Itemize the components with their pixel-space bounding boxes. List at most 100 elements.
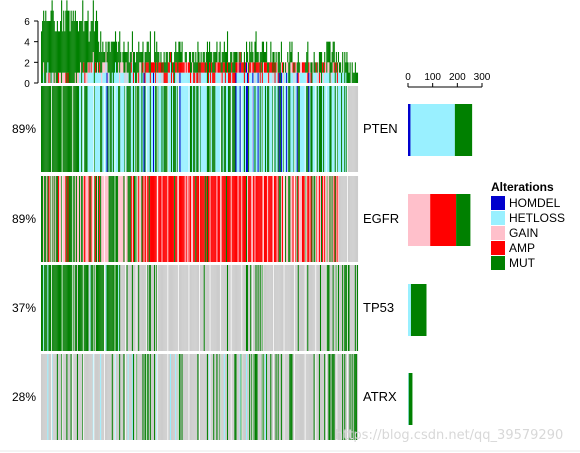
cell-mut xyxy=(81,265,83,351)
cell-none xyxy=(125,354,127,440)
cell-amp xyxy=(203,176,205,262)
cell-none xyxy=(213,265,215,351)
cell-mut xyxy=(111,354,113,440)
cell-amp xyxy=(145,176,147,262)
cell-hetloss xyxy=(150,86,152,172)
cell-gain xyxy=(122,176,124,262)
top-bar-segment xyxy=(191,62,193,73)
cell-none xyxy=(282,354,285,440)
cell-gain xyxy=(49,176,51,262)
cell-amp xyxy=(256,176,258,262)
top-bar-segment xyxy=(192,62,194,73)
top-bar-segment xyxy=(250,72,252,83)
top-bar-segment xyxy=(156,41,158,63)
top-bar-segment xyxy=(229,72,231,83)
top-bar-segment xyxy=(87,10,89,63)
cell-mut xyxy=(73,86,75,172)
top-bar-segment xyxy=(105,62,107,83)
top-bar-segment xyxy=(197,72,199,83)
cell-none xyxy=(293,354,295,440)
cell-amp xyxy=(212,176,214,262)
cell-gain xyxy=(319,176,322,262)
cell-amp xyxy=(164,176,166,262)
top-bar-segment xyxy=(46,72,48,83)
top-bar-segment xyxy=(198,72,200,83)
cell-mut xyxy=(112,176,114,262)
legend-label-hetloss: HETLOSS xyxy=(509,211,565,225)
cell-mut xyxy=(116,265,118,351)
top-bar-segment xyxy=(292,62,294,73)
cell-hetloss xyxy=(205,86,207,172)
cell-gain xyxy=(262,176,265,262)
cell-mut xyxy=(181,354,183,440)
cell-none xyxy=(337,354,340,440)
cell-none xyxy=(308,354,310,440)
cell-mut xyxy=(290,354,292,440)
cell-mut xyxy=(223,86,225,172)
top-bar-segment xyxy=(313,52,315,73)
cell-mut xyxy=(85,86,87,172)
top-bar-segment xyxy=(263,52,266,63)
cell-none xyxy=(221,265,223,351)
top-bar-segment xyxy=(260,72,262,83)
cell-none xyxy=(158,265,160,351)
top-bar-segment xyxy=(310,72,312,83)
cell-mut xyxy=(226,354,229,440)
cell-none xyxy=(218,265,220,351)
cell-amp xyxy=(65,176,67,262)
top-bar-segment xyxy=(284,72,286,83)
cell-hetloss xyxy=(317,86,319,172)
cell-none xyxy=(215,265,217,351)
top-bar-segment xyxy=(50,10,52,84)
top-bar-segment xyxy=(100,72,102,83)
cell-none xyxy=(217,265,219,351)
top-bar-segment xyxy=(228,62,230,73)
top-bar-segment xyxy=(93,31,95,83)
top-bar-segment xyxy=(114,62,117,83)
cell-none xyxy=(292,354,294,440)
cell-none xyxy=(180,265,182,351)
cell-none xyxy=(218,354,220,440)
cell-homdel xyxy=(247,86,249,172)
top-bar-segment xyxy=(262,62,265,73)
cell-mut xyxy=(71,176,73,262)
cell-none xyxy=(340,354,342,440)
cell-mut xyxy=(106,265,108,351)
top-bar-segment xyxy=(341,72,343,83)
cell-none xyxy=(198,265,200,351)
top-bar-segment xyxy=(122,62,124,73)
cell-none xyxy=(88,354,90,440)
top-bar-segment xyxy=(214,52,216,73)
cell-mut xyxy=(204,176,206,262)
cell-none xyxy=(278,265,280,351)
top-bar-segment xyxy=(297,72,299,83)
cell-hetloss xyxy=(309,86,311,172)
top-bar-segment xyxy=(219,62,221,73)
cell-mut xyxy=(206,354,209,440)
top-bar-segment xyxy=(202,62,204,73)
top-bar-segment xyxy=(181,41,183,63)
top-bar-segment xyxy=(186,62,188,73)
cell-mut xyxy=(214,86,216,172)
cell-mut xyxy=(51,176,53,262)
cell-mut xyxy=(60,86,62,172)
cell-hetloss xyxy=(154,86,156,172)
cell-mut xyxy=(178,354,180,440)
cell-mut xyxy=(70,176,72,262)
cell-hetloss xyxy=(292,86,294,172)
cell-none xyxy=(236,354,238,440)
top-bar-segment xyxy=(139,62,141,73)
top-bar-segment xyxy=(241,72,243,83)
top-bar-segment xyxy=(251,72,253,83)
top-bar-segment xyxy=(209,72,211,83)
cell-mut xyxy=(206,86,209,172)
top-bar-segment xyxy=(226,31,229,63)
cell-none xyxy=(291,265,293,351)
cell-mut xyxy=(179,354,181,440)
cell-amp xyxy=(90,176,92,262)
cell-amp xyxy=(193,176,195,262)
cell-gain xyxy=(220,176,222,262)
top-bar-segment xyxy=(299,72,301,83)
top-bar-segment xyxy=(235,72,237,83)
top-bar-segment xyxy=(184,72,186,83)
